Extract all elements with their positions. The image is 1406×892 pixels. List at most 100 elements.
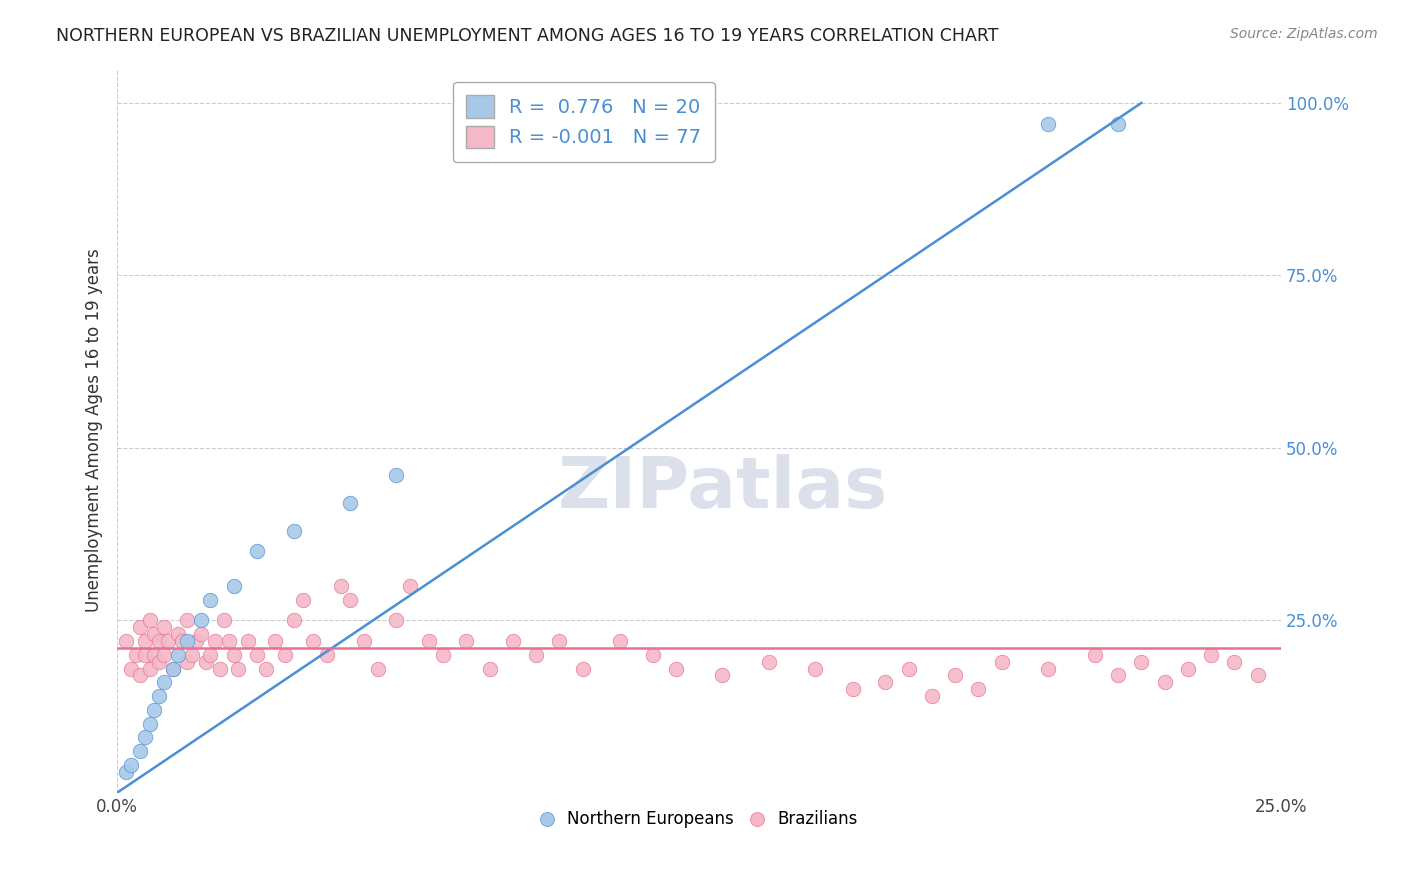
Point bbox=[143, 648, 166, 662]
Point bbox=[571, 661, 593, 675]
Point bbox=[172, 634, 194, 648]
Point bbox=[943, 668, 966, 682]
Point bbox=[418, 634, 440, 648]
Y-axis label: Unemployment Among Ages 16 to 19 years: Unemployment Among Ages 16 to 19 years bbox=[86, 249, 103, 613]
Point bbox=[148, 655, 170, 669]
Point bbox=[1247, 668, 1270, 682]
Point bbox=[548, 634, 571, 648]
Point bbox=[129, 744, 152, 758]
Point bbox=[115, 764, 138, 779]
Point bbox=[1084, 648, 1107, 662]
Text: ZIPatlas: ZIPatlas bbox=[557, 454, 887, 523]
Point bbox=[152, 675, 174, 690]
Point bbox=[125, 648, 148, 662]
Point bbox=[841, 682, 863, 697]
Point bbox=[665, 661, 688, 675]
Point bbox=[200, 592, 222, 607]
Point bbox=[212, 613, 235, 627]
Point bbox=[222, 579, 245, 593]
Point bbox=[190, 627, 212, 641]
Point bbox=[1177, 661, 1199, 675]
Point bbox=[758, 655, 780, 669]
Point bbox=[367, 661, 389, 675]
Point bbox=[204, 634, 226, 648]
Point bbox=[176, 613, 198, 627]
Point bbox=[264, 634, 287, 648]
Point bbox=[143, 703, 166, 717]
Point bbox=[399, 579, 422, 593]
Point bbox=[148, 634, 170, 648]
Point bbox=[875, 675, 897, 690]
Point bbox=[157, 634, 180, 648]
Point bbox=[897, 661, 920, 675]
Point bbox=[152, 648, 174, 662]
Point bbox=[139, 716, 162, 731]
Point bbox=[524, 648, 547, 662]
Point bbox=[194, 655, 217, 669]
Point bbox=[292, 592, 315, 607]
Point bbox=[502, 634, 524, 648]
Point bbox=[432, 648, 454, 662]
Point bbox=[200, 648, 222, 662]
Point bbox=[301, 634, 323, 648]
Point bbox=[353, 634, 375, 648]
Point bbox=[711, 668, 734, 682]
Point bbox=[385, 468, 408, 483]
Point bbox=[166, 648, 188, 662]
Point bbox=[134, 634, 156, 648]
Point bbox=[921, 689, 943, 703]
Point bbox=[641, 648, 664, 662]
Point bbox=[129, 668, 152, 682]
Text: Source: ZipAtlas.com: Source: ZipAtlas.com bbox=[1230, 27, 1378, 41]
Point bbox=[1038, 661, 1060, 675]
Point bbox=[218, 634, 240, 648]
Point bbox=[329, 579, 352, 593]
Point bbox=[254, 661, 277, 675]
Point bbox=[162, 661, 184, 675]
Point bbox=[115, 634, 138, 648]
Point bbox=[478, 661, 501, 675]
Point bbox=[120, 661, 142, 675]
Point bbox=[222, 648, 245, 662]
Point bbox=[148, 689, 170, 703]
Point bbox=[1130, 655, 1153, 669]
Point bbox=[186, 634, 208, 648]
Point bbox=[315, 648, 337, 662]
Point bbox=[162, 661, 184, 675]
Point bbox=[609, 634, 631, 648]
Point bbox=[1223, 655, 1246, 669]
Point bbox=[134, 731, 156, 745]
Point bbox=[143, 627, 166, 641]
Point bbox=[152, 620, 174, 634]
Point bbox=[236, 634, 259, 648]
Point bbox=[208, 661, 231, 675]
Point bbox=[129, 620, 152, 634]
Point bbox=[166, 627, 188, 641]
Point bbox=[967, 682, 990, 697]
Point bbox=[339, 592, 361, 607]
Point bbox=[339, 496, 361, 510]
Legend: Northern Europeans, Brazilians: Northern Europeans, Brazilians bbox=[534, 804, 865, 835]
Point bbox=[274, 648, 297, 662]
Point bbox=[226, 661, 249, 675]
Point bbox=[1199, 648, 1222, 662]
Point bbox=[456, 634, 478, 648]
Point bbox=[1153, 675, 1175, 690]
Point bbox=[1107, 117, 1129, 131]
Point bbox=[1038, 117, 1060, 131]
Text: NORTHERN EUROPEAN VS BRAZILIAN UNEMPLOYMENT AMONG AGES 16 TO 19 YEARS CORRELATIO: NORTHERN EUROPEAN VS BRAZILIAN UNEMPLOYM… bbox=[56, 27, 998, 45]
Point bbox=[139, 613, 162, 627]
Point bbox=[283, 524, 305, 538]
Point bbox=[139, 661, 162, 675]
Point bbox=[990, 655, 1012, 669]
Point bbox=[1107, 668, 1129, 682]
Point bbox=[176, 634, 198, 648]
Point bbox=[385, 613, 408, 627]
Point bbox=[804, 661, 827, 675]
Point bbox=[283, 613, 305, 627]
Point bbox=[120, 758, 142, 772]
Point bbox=[134, 648, 156, 662]
Point bbox=[246, 544, 269, 558]
Point bbox=[180, 648, 202, 662]
Point bbox=[246, 648, 269, 662]
